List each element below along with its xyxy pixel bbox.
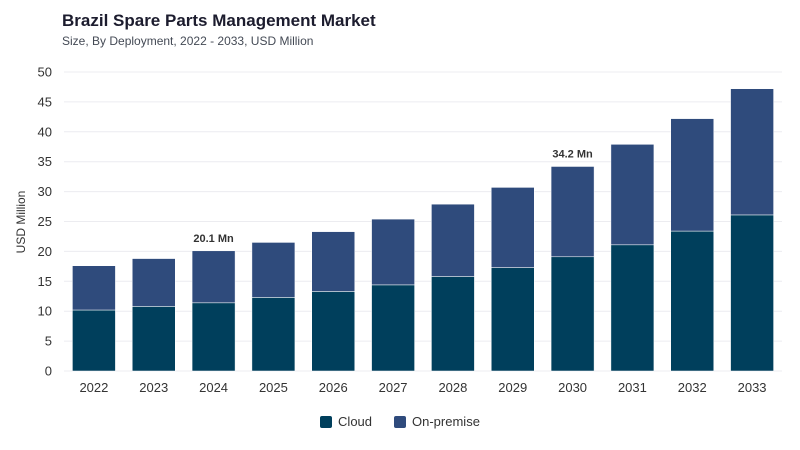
- y-tick-label: 40: [38, 124, 52, 139]
- y-tick-label: 30: [38, 184, 52, 199]
- x-tick-label: 2027: [379, 380, 408, 395]
- x-tick-label: 2022: [79, 380, 108, 395]
- bar-cloud: [191, 302, 236, 372]
- bar-cloud: [550, 256, 595, 372]
- chart-title: Brazil Spare Parts Management Market: [62, 11, 376, 30]
- legend-label-cloud: Cloud: [338, 414, 373, 429]
- bar-cloud: [431, 276, 475, 372]
- x-tick-label: 2030: [558, 380, 587, 395]
- y-tick-label: 20: [38, 244, 52, 259]
- bar-cloud: [491, 267, 535, 372]
- chart-legend: Cloud On-premise: [0, 414, 800, 429]
- x-tick-label: 2028: [438, 380, 467, 395]
- x-tick-label: 2033: [738, 380, 767, 395]
- bar-on-premise: [311, 231, 355, 292]
- y-tick-label: 25: [38, 214, 52, 229]
- bar-cloud: [251, 297, 296, 372]
- bar-on-premise: [251, 242, 296, 298]
- legend-swatch-cloud: [320, 415, 333, 428]
- y-tick-label: 5: [45, 334, 52, 349]
- y-tick-label: 15: [38, 274, 52, 289]
- bar-on-premise: [72, 265, 116, 311]
- y-tick-label: 45: [38, 94, 52, 109]
- x-tick-label: 2025: [259, 380, 288, 395]
- bar-cloud: [610, 244, 655, 372]
- x-tick-label: 2024: [199, 380, 228, 395]
- y-tick-label: 35: [38, 154, 52, 169]
- data-label: 34.2 Mn: [552, 148, 593, 160]
- legend-swatch-on-premise: [394, 415, 407, 428]
- bar-cloud: [72, 309, 116, 372]
- bar-cloud: [311, 291, 355, 372]
- x-tick-label: 2032: [678, 380, 707, 395]
- x-tick-label: 2026: [319, 380, 348, 395]
- bar-cloud: [371, 284, 415, 372]
- bar-on-premise: [191, 250, 236, 304]
- bar-cloud: [670, 230, 714, 372]
- y-axis-label: USD Million: [14, 191, 28, 254]
- bar-on-premise: [670, 118, 714, 232]
- x-tick-label: 2029: [498, 380, 527, 395]
- bar-on-premise: [730, 88, 774, 216]
- bar-on-premise: [431, 203, 475, 277]
- legend-item-on-premise[interactable]: On-premise: [394, 414, 480, 429]
- data-label: 20.1 Mn: [193, 233, 234, 245]
- x-tick-label: 2023: [139, 380, 168, 395]
- y-tick-label: 0: [45, 364, 52, 379]
- bar-cloud: [132, 306, 176, 372]
- chart-subtitle: Size, By Deployment, 2022 - 2033, USD Mi…: [62, 34, 314, 48]
- bar-cloud: [730, 214, 774, 372]
- y-tick-label: 50: [38, 65, 52, 80]
- y-tick-label: 10: [38, 304, 52, 319]
- bar-on-premise: [491, 187, 535, 268]
- bar-on-premise: [550, 166, 595, 258]
- bar-on-premise: [610, 144, 655, 246]
- x-tick-label: 2031: [618, 380, 647, 395]
- legend-item-cloud[interactable]: Cloud: [320, 414, 372, 429]
- bar-on-premise: [132, 258, 176, 307]
- legend-label-on-premise: On-premise: [412, 414, 480, 429]
- bar-on-premise: [371, 218, 415, 286]
